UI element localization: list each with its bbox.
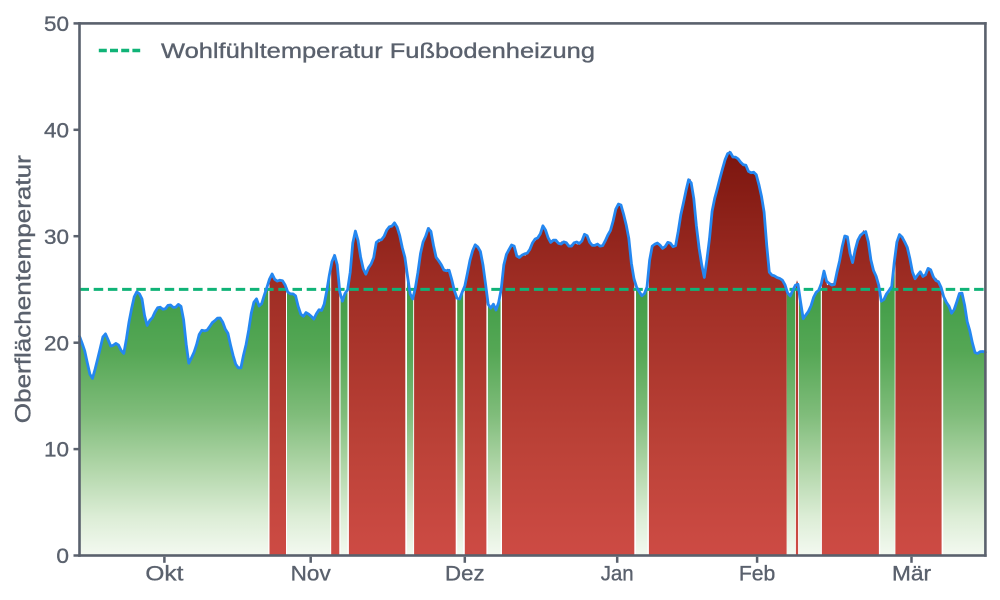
svg-text:40: 40	[44, 118, 69, 142]
svg-text:30: 30	[44, 225, 69, 249]
svg-text:10: 10	[44, 438, 69, 462]
svg-text:Nov: Nov	[291, 562, 331, 586]
svg-text:50: 50	[44, 12, 69, 36]
svg-text:Jan: Jan	[601, 562, 634, 586]
svg-text:0: 0	[56, 544, 69, 568]
svg-text:Feb: Feb	[739, 562, 776, 586]
svg-text:Wohlfühltemperatur Fußbodenhei: Wohlfühltemperatur Fußbodenheizung	[161, 39, 595, 63]
svg-text:Mär: Mär	[892, 562, 931, 586]
svg-text:Oberflächentemperatur: Oberflächentemperatur	[11, 155, 36, 423]
svg-text:Okt: Okt	[145, 562, 183, 586]
svg-text:Dez: Dez	[445, 562, 485, 586]
svg-text:20: 20	[44, 331, 69, 355]
